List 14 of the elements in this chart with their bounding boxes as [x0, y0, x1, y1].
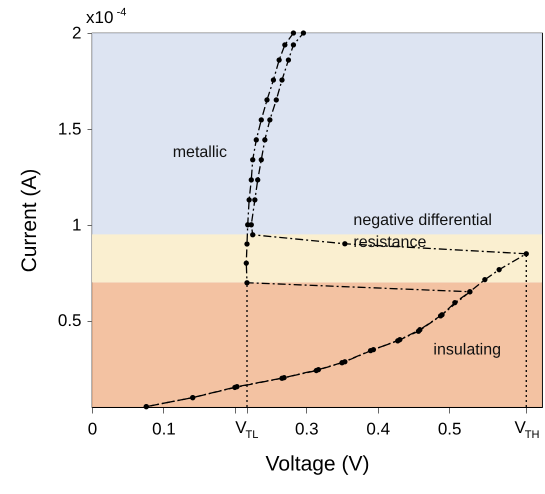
x-tick-label: 0.3	[294, 420, 319, 438]
x-tick-label: 0.4	[366, 420, 390, 438]
y-tick-label: 2	[72, 24, 82, 42]
y-tick-label: 0.5	[58, 311, 82, 330]
x-axis-title: Voltage (V)	[266, 452, 370, 476]
annotation: negative differential resistance	[353, 212, 492, 251]
x-tick-label: 0	[88, 420, 98, 438]
y-tick-label: 1	[72, 215, 82, 234]
y-axis-title: Current (A)	[18, 168, 41, 272]
annotation: insulating	[433, 342, 502, 359]
x-tick-label: 0.5	[438, 420, 462, 438]
y-tick-label: 1.5	[58, 119, 82, 138]
x-tick-label: 0.1	[152, 420, 176, 438]
annotation: metallic	[172, 144, 227, 161]
